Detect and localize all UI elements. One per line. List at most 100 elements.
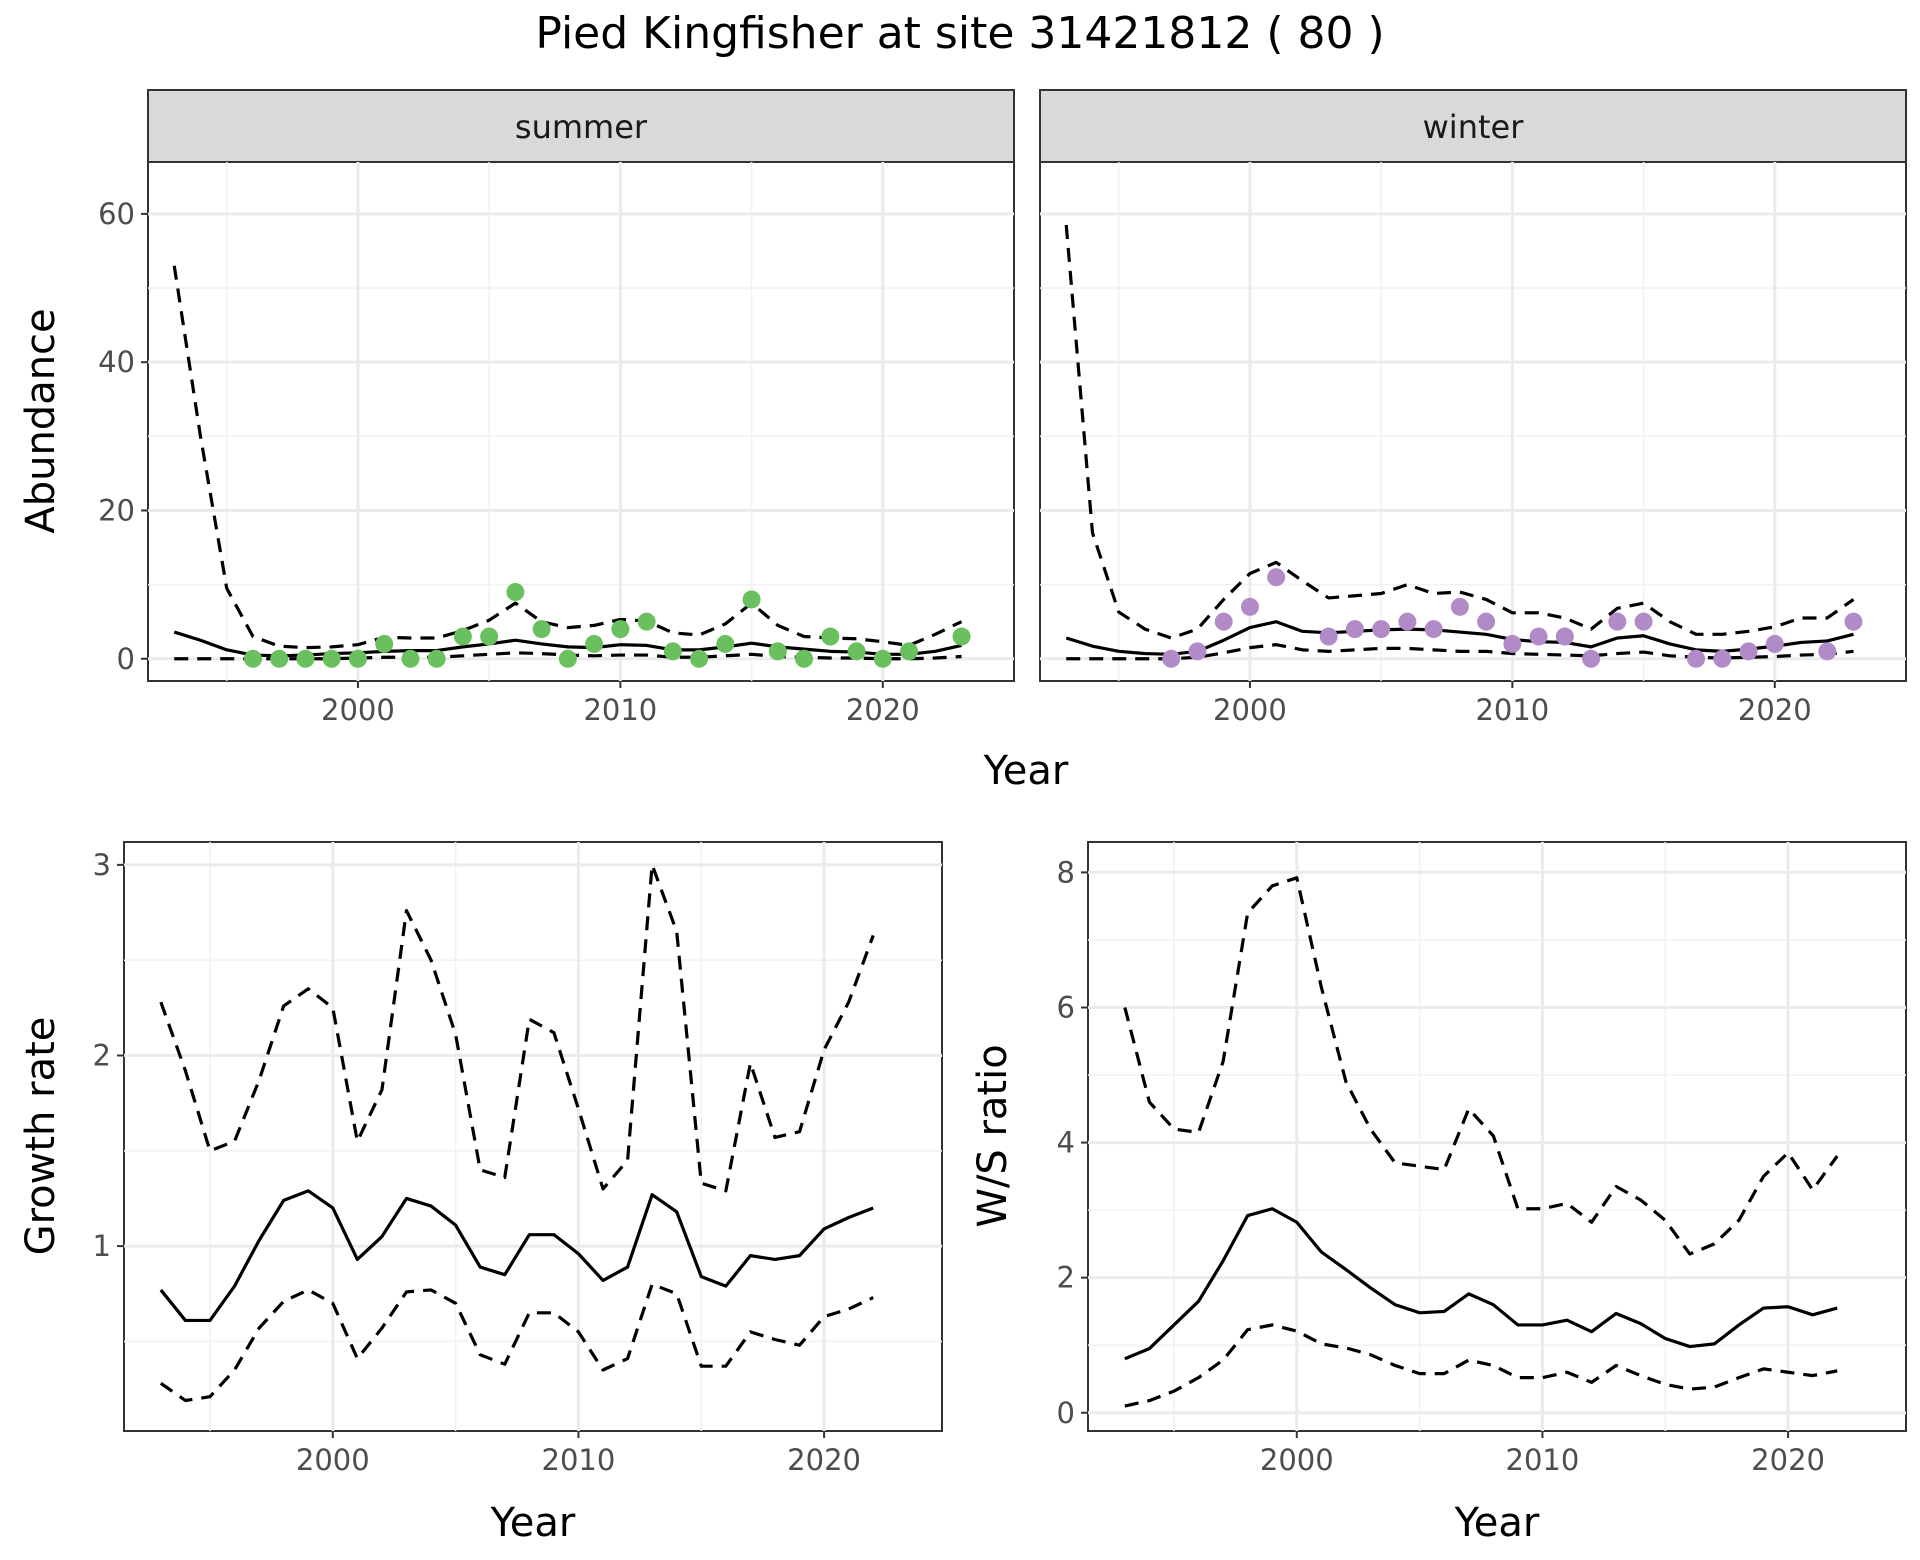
x-tick-label: 2020 — [787, 1443, 861, 1477]
data-point — [243, 649, 262, 668]
y-tick-label: 1 — [93, 1229, 111, 1263]
data-point — [296, 649, 315, 668]
data-point — [453, 627, 472, 646]
y-tick-label: 8 — [1057, 855, 1075, 889]
data-point — [558, 649, 577, 668]
data-point — [847, 642, 866, 661]
series-line-lower — [1066, 643, 1854, 661]
panel-border-summer — [147, 161, 1015, 682]
facet-label-winter: winter — [1423, 108, 1525, 146]
data-point — [322, 649, 341, 668]
abundance-panel-summer: summer 2000 2010 2020 0 20 40 60 — [98, 89, 1015, 727]
data-point — [1634, 612, 1653, 631]
data-point — [1319, 627, 1338, 646]
data-point — [873, 649, 892, 668]
data-point — [690, 649, 709, 668]
y-tick-label: 2 — [93, 1038, 111, 1072]
abundance-x-axis-title: Year — [983, 748, 1069, 794]
data-point — [795, 649, 814, 668]
data-point — [952, 627, 971, 646]
data-point — [1372, 620, 1391, 639]
data-point — [270, 649, 289, 668]
x-tick-label: 2000 — [1213, 693, 1287, 727]
data-point — [1267, 568, 1286, 587]
growth-chart: 2000 2010 2020 1 2 3 Growth rate Year — [18, 841, 943, 1546]
x-tick-label: 2000 — [321, 693, 395, 727]
series-line-upper — [159, 863, 875, 1193]
x-tick-label: 2020 — [1751, 1443, 1825, 1477]
data-point — [375, 634, 394, 653]
plot-area-summer: 2000 2010 2020 0 20 40 60 — [98, 162, 1014, 727]
series-line-mean — [1124, 1207, 1838, 1361]
y-tick-label: 0 — [1057, 1396, 1075, 1430]
grid — [148, 162, 1014, 681]
x-tick-label: 2010 — [1506, 1443, 1580, 1477]
x-tick-label: 2010 — [583, 693, 657, 727]
y-tick-label: 3 — [93, 848, 111, 882]
data-point — [1450, 597, 1469, 616]
series-line-lower — [159, 1282, 874, 1403]
data-point — [611, 620, 630, 639]
data-point — [716, 634, 735, 653]
growth-x-axis-title: Year — [490, 1500, 576, 1546]
growth-panel-border — [123, 841, 943, 1432]
facet-strip-winter — [1039, 89, 1907, 163]
series-line-lower — [1124, 1323, 1838, 1408]
data-point — [1398, 612, 1417, 631]
ratio-panel-border — [1087, 841, 1907, 1432]
abundance-panel-winter: winter 2000 2010 2020 — [1039, 89, 1907, 727]
data-point — [1188, 642, 1207, 661]
x-tick-label: 2000 — [1260, 1443, 1334, 1477]
data-point — [1214, 612, 1233, 631]
data-point — [506, 583, 525, 602]
growth-plot-area: 2000 2010 2020 1 2 3 — [93, 842, 942, 1477]
ratio-chart: 2000 2010 2020 0 2 4 6 8 W/S ratio Year — [970, 841, 1907, 1546]
ratio-plot-area: 2000 2010 2020 0 2 4 6 8 — [1057, 842, 1906, 1477]
data-point — [1503, 634, 1522, 653]
facet-label-summer: summer — [515, 108, 648, 146]
x-tick-label: 2010 — [542, 1443, 616, 1477]
data-point — [532, 620, 551, 639]
data-point — [1765, 634, 1784, 653]
grid — [1088, 842, 1906, 1431]
ratio-x-axis-title: Year — [1454, 1500, 1540, 1546]
data-point — [1477, 612, 1496, 631]
growth-y-axis-title: Growth rate — [18, 1017, 64, 1256]
data-point — [1818, 642, 1837, 661]
plot-area-winter: 2000 2010 2020 — [1040, 162, 1906, 727]
y-tick-label: 6 — [1057, 990, 1075, 1024]
figure-title: Pied Kingfisher at site 31421812 ( 80 ) — [535, 8, 1384, 59]
x-tick-label: 2020 — [1738, 693, 1812, 727]
y-tick-label: 0 — [117, 642, 135, 676]
data-point — [427, 649, 446, 668]
x-tick-label: 2020 — [846, 693, 920, 727]
grid — [124, 842, 942, 1431]
data-point — [1844, 612, 1863, 631]
y-tick-label: 60 — [98, 197, 135, 231]
x-tick-label: 2000 — [296, 1443, 370, 1477]
data-point — [1555, 627, 1574, 646]
data-point — [585, 634, 604, 653]
abundance-y-axis-title: Abundance — [18, 308, 64, 533]
ratio-y-axis-title: W/S ratio — [970, 1044, 1016, 1227]
series-line-upper — [1123, 876, 1839, 1256]
x-tick-label: 2010 — [1475, 693, 1549, 727]
data-point — [1739, 642, 1758, 661]
data-point — [1424, 620, 1443, 639]
data-point — [1345, 620, 1364, 639]
data-point — [637, 612, 656, 631]
data-point — [1529, 627, 1548, 646]
series-line-upper — [1064, 224, 1855, 640]
data-point — [768, 642, 787, 661]
data-point — [348, 649, 367, 668]
data-point — [663, 642, 682, 661]
data-point — [821, 627, 840, 646]
y-tick-label: 20 — [98, 493, 135, 527]
facet-strip-summer — [147, 89, 1015, 163]
y-tick-label: 40 — [98, 345, 135, 379]
data-point — [401, 649, 420, 668]
data-point — [1687, 649, 1706, 668]
data-point — [1240, 597, 1259, 616]
